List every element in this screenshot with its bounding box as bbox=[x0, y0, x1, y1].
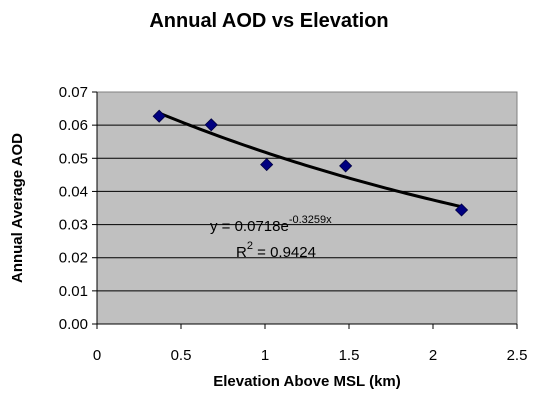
y-tick-label: 0.01 bbox=[59, 283, 88, 300]
equation-exponent: -0.3259x bbox=[289, 214, 332, 226]
chart-title: Annual AOD vs Elevation bbox=[149, 10, 388, 32]
x-tick-labels: 0 0.5 1 1.5 2 2.5 bbox=[93, 347, 528, 364]
data-points bbox=[152, 109, 469, 217]
data-point bbox=[454, 203, 469, 217]
equation-base: y = 0.0718e bbox=[210, 218, 289, 235]
y-tick-label: 0.03 bbox=[59, 217, 88, 234]
y-axis-label: Annual Average AOD bbox=[9, 133, 26, 283]
x-tick-label: 1.5 bbox=[339, 347, 360, 364]
data-point bbox=[260, 158, 274, 172]
x-axis-label: Elevation Above MSL (km) bbox=[213, 373, 401, 390]
r-squared-symbol: R bbox=[236, 244, 247, 261]
x-tick-label: 0.5 bbox=[171, 347, 192, 364]
y-tick-label: 0.07 bbox=[59, 84, 88, 101]
plot-area bbox=[96, 91, 518, 325]
x-tick-label: 2.5 bbox=[507, 347, 528, 364]
r-squared-superscript: 2 bbox=[247, 240, 253, 252]
data-point bbox=[152, 109, 166, 123]
y-tick-label: 0.06 bbox=[59, 117, 88, 134]
y-tick-label: 0.02 bbox=[59, 250, 88, 267]
data-point bbox=[204, 118, 218, 132]
r-squared: R2 = 0.9424 bbox=[236, 240, 316, 261]
x-tick-label: 2 bbox=[429, 347, 437, 364]
grid-lines bbox=[97, 124, 517, 292]
y-tick-label: 0.00 bbox=[59, 316, 88, 333]
x-tick-label: 0 bbox=[93, 347, 101, 364]
y-tick-label: 0.05 bbox=[59, 150, 88, 167]
trendline bbox=[158, 111, 462, 209]
trendline-equation: y = 0.0718e-0.3259x bbox=[210, 214, 332, 235]
data-point bbox=[339, 159, 353, 173]
trendline-group bbox=[158, 111, 462, 209]
axes bbox=[92, 91, 518, 329]
r-squared-value: = 0.9424 bbox=[253, 244, 316, 261]
y-tick-label: 0.04 bbox=[59, 183, 88, 200]
x-tick-label: 1 bbox=[261, 347, 269, 364]
y-tick-labels: 0.00 0.01 0.02 0.03 0.04 0.05 0.06 0.07 bbox=[59, 84, 88, 333]
